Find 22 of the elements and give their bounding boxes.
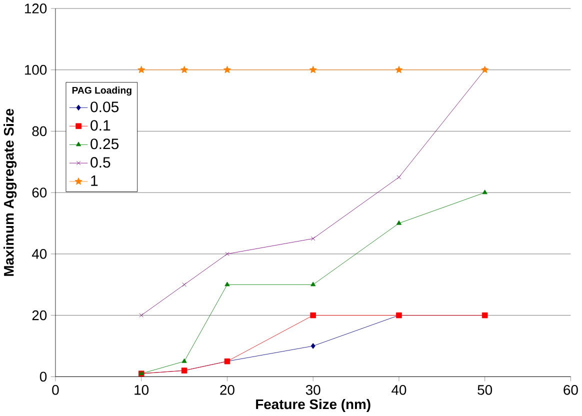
x-tick-label: 20 <box>220 385 234 396</box>
y-tick-label: 40 <box>32 249 47 260</box>
y-tick-label: 20 <box>32 310 47 320</box>
x-tick-label: 30 <box>306 385 320 396</box>
x-tick-label: 50 <box>478 385 492 396</box>
x-tick-label: 60 <box>564 385 578 396</box>
legend-label: 0.1 <box>90 120 110 131</box>
legend-label: 0.5 <box>90 157 110 168</box>
legend-label: 0.05 <box>90 102 119 112</box>
x-tick-label: 0 <box>52 385 59 396</box>
y-tick-label: 60 <box>32 188 47 198</box>
y-tick-label: 80 <box>32 126 47 136</box>
y-tick-label: 100 <box>24 65 47 76</box>
legend-label: 1 <box>91 176 98 186</box>
x-tick-label: 40 <box>392 385 406 396</box>
y-tick-label: 0 <box>40 372 47 382</box>
legend-label: 0.25 <box>90 138 119 150</box>
x-tick-label: 10 <box>134 385 149 396</box>
legend-title: PAG Loading <box>72 86 132 96</box>
y-tick-label: 120 <box>24 4 47 14</box>
y-axis-title: Maximum Aggregate Size <box>4 109 17 276</box>
x-axis-title: Feature Size (nm) <box>256 399 370 412</box>
